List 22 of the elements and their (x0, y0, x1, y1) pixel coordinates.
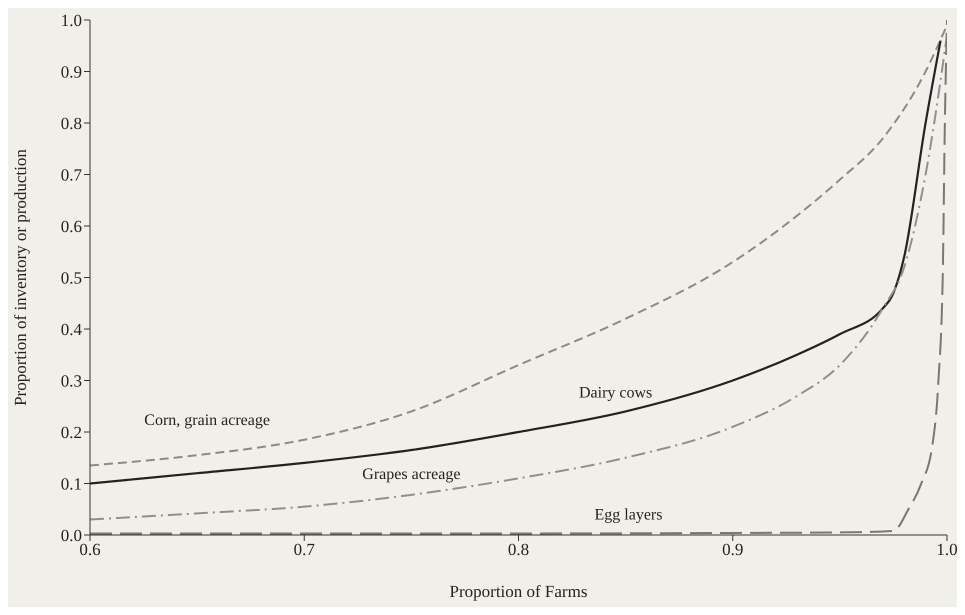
x-tick-label: 0.6 (79, 540, 101, 560)
y-tick-label: 1.0 (60, 11, 82, 30)
series-label: Grapes acreage (362, 466, 460, 483)
y-tick-label: 0.1 (60, 474, 82, 494)
y-tick-label: 0.5 (60, 268, 82, 288)
series-label: Dairy cows (578, 384, 652, 402)
y-tick-label: 0.0 (60, 526, 82, 546)
x-axis-title: Proportion of Farms (450, 582, 588, 601)
y-tick-label: 0.2 (60, 423, 82, 442)
y-tick-label: 0.3 (60, 372, 82, 391)
y-tick-label: 0.8 (60, 114, 82, 134)
y-axis-title: Proportion of inventory or production (11, 148, 30, 406)
series-label: Corn, grain acreage (144, 412, 270, 430)
y-tick-label: 0.6 (60, 217, 82, 236)
x-tick-label: 0.7 (294, 540, 316, 560)
y-tick-label: 0.4 (60, 320, 82, 340)
x-tick-label: 0.9 (722, 540, 744, 560)
y-tick-label: 0.7 (60, 166, 82, 185)
x-tick-label: 1.0 (936, 540, 958, 560)
y-tick-label: 0.9 (60, 62, 82, 82)
x-tick-label: 0.8 (508, 540, 530, 560)
series-label: Egg layers (594, 506, 662, 524)
